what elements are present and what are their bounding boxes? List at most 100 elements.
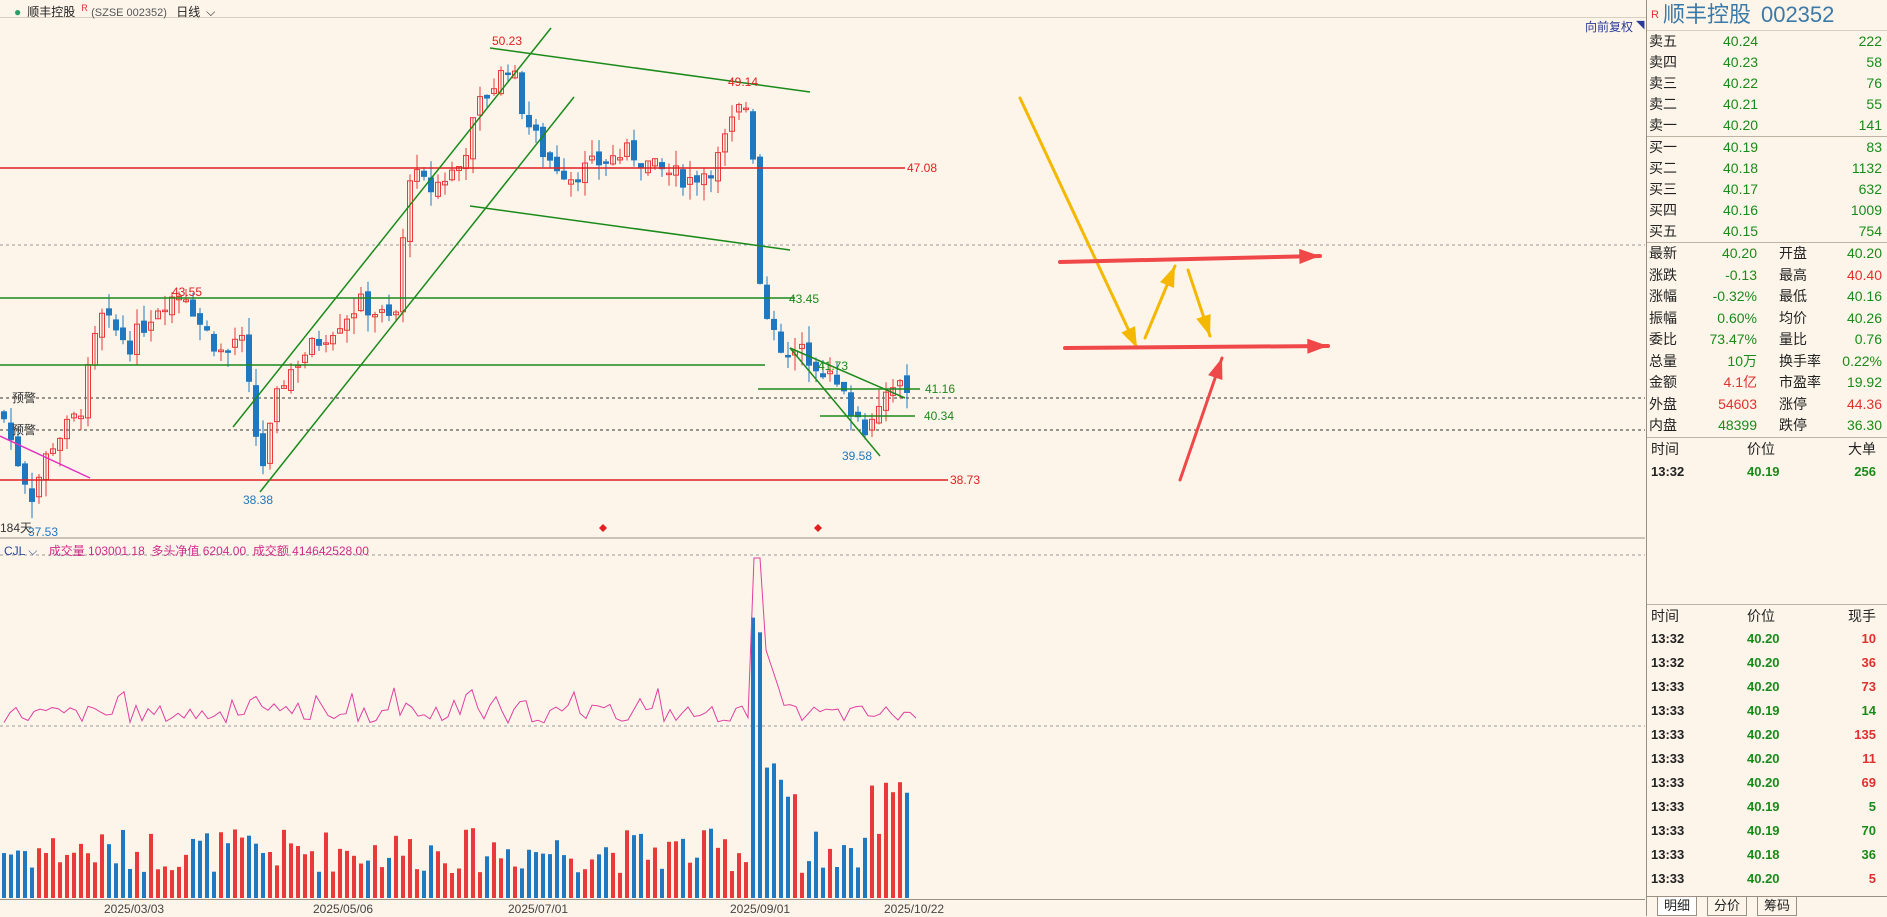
volume-bar (905, 792, 909, 898)
tick-row[interactable]: 13:33 40.20 69 (1647, 771, 1887, 795)
volume-bar (520, 868, 524, 898)
price-label: 49.14 (728, 75, 758, 89)
candle-body (729, 116, 735, 132)
book-row[interactable]: 买五 40.15 754 (1647, 221, 1887, 242)
stat-label: 涨跌 (1649, 266, 1677, 283)
volume-bar (786, 796, 790, 898)
stat-value: 0.60% (1717, 309, 1757, 326)
restore-mode-button[interactable]: 向前复权 (1585, 20, 1634, 34)
candle-body (589, 155, 595, 161)
candle-body (876, 405, 882, 424)
volume-bar (51, 838, 55, 898)
stat-row: 振幅 0.60% 均价 40.26 (1647, 308, 1887, 330)
price-label: 184天 (0, 521, 32, 535)
candle-body (722, 133, 728, 153)
price-label: 40.34 (924, 409, 954, 423)
book-row[interactable]: 卖一 40.20 141 (1647, 115, 1887, 136)
tab-detail[interactable]: 明细 (1657, 897, 1698, 916)
book-row[interactable]: 卖三 40.22 76 (1647, 73, 1887, 94)
tick-row[interactable]: 13:33 40.20 73 (1647, 675, 1887, 699)
volume-bar (569, 858, 573, 898)
volume-bar (296, 846, 300, 898)
kline-svg[interactable]: 50.23 49.14 47.08 43.55 43.45 41.73 41.16 40.34… (0, 18, 1645, 898)
cell-price: 40.20 (1747, 726, 1780, 742)
tick-row[interactable]: 13:33 40.20 5 (1647, 867, 1887, 891)
candle-body (442, 180, 448, 186)
volume-bar (219, 832, 223, 898)
candle-body (169, 296, 175, 316)
arrow-head-icon (1160, 266, 1175, 288)
tick-row[interactable]: 13:33 40.20 135 (1647, 723, 1887, 747)
volume-bar (135, 851, 139, 898)
candle-body (435, 181, 441, 197)
indicator-selector[interactable]: CJL ⌵ (4, 544, 38, 558)
tick-row[interactable]: 13:32 40.20 36 (1647, 651, 1887, 675)
candle-body (617, 157, 623, 161)
cell-time: 13:33 (1651, 822, 1685, 838)
volume-bar (170, 870, 174, 898)
stat-value: 73.47% (1709, 331, 1757, 347)
volume-bar (324, 832, 328, 898)
stat-row: 外盘 54603 涨停 44.36 (1647, 394, 1887, 416)
volume-bar (268, 851, 272, 898)
big-order-row[interactable]: 13:32 40.19 256 (1647, 460, 1887, 484)
book-row[interactable]: 买四 40.16 1009 (1647, 200, 1887, 221)
candle-body (708, 175, 714, 179)
cell-time: 13:33 (1651, 870, 1685, 886)
book-row[interactable]: 买三 40.17 632 (1647, 179, 1887, 200)
candle-body (540, 126, 546, 158)
candle-body (834, 374, 840, 385)
cell-price: 40.20 (1747, 678, 1780, 694)
candle-body (50, 448, 56, 454)
candle-body (106, 308, 112, 316)
cell-time: 13:32 (1651, 654, 1685, 670)
candle-body (547, 152, 553, 161)
tab-price-dist[interactable]: 分价 (1707, 897, 1748, 916)
book-row[interactable]: 买二 40.18 1132 (1647, 158, 1887, 179)
book-row[interactable]: 卖四 40.23 58 (1647, 52, 1887, 73)
volume-bar (779, 779, 783, 898)
volume-header: CJL ⌵ 成交量 103001.18 多头净值 6204.00 成交额 414… (4, 542, 369, 559)
tick-row[interactable]: 13:33 40.20 11 (1647, 747, 1887, 771)
volume-bar (807, 861, 811, 898)
candle-body (204, 326, 210, 331)
cell-vol: 5 (1868, 798, 1876, 814)
trend-line (489, 47, 811, 93)
tick-row[interactable]: 13:33 40.18 36 (1647, 843, 1887, 867)
book-label: 卖五 (1649, 33, 1677, 49)
candle-body (869, 418, 875, 431)
book-row[interactable]: 买一 40.19 83 (1647, 137, 1887, 158)
annotation-arrow (1178, 356, 1224, 482)
candle-body (596, 151, 602, 166)
tick-row[interactable]: 13:32 40.20 10 (1647, 627, 1887, 651)
cell-time: 13:33 (1651, 798, 1685, 814)
cell-vol: 36 (1861, 846, 1876, 862)
trend-line (789, 347, 881, 457)
col-time: 时间 (1651, 607, 1679, 624)
tick-row[interactable]: 13:33 40.19 14 (1647, 699, 1887, 723)
volume-bar (716, 847, 720, 898)
book-row[interactable]: 卖二 40.21 55 (1647, 94, 1887, 115)
volume-bar (856, 867, 860, 898)
volume-bar (212, 871, 216, 898)
candle-body (610, 155, 616, 165)
stat-label: 金额 (1649, 374, 1677, 390)
tick-list[interactable]: 13:32 40.20 10 13:32 40.20 36 13:33 40.20 73 13:3… (1647, 627, 1887, 891)
period-selector[interactable]: 日线 ⌵ (176, 5, 221, 19)
cell-vol: 11 (1862, 750, 1876, 766)
volume-bar (723, 839, 727, 898)
tick-row[interactable]: 13:33 40.19 5 (1647, 795, 1887, 819)
candle-body (813, 361, 819, 372)
volume-bar (632, 835, 636, 898)
tick-row[interactable]: 13:33 40.19 70 (1647, 819, 1887, 843)
price-chart-area[interactable]: 50.23 49.14 47.08 43.55 43.45 41.73 41.16 40.34… (0, 18, 1645, 898)
annotation-arrow (1063, 344, 1330, 350)
book-volume: 222 (1858, 33, 1882, 49)
book-label: 卖四 (1649, 54, 1677, 70)
book-volume: 632 (1858, 181, 1882, 197)
volume-bar (471, 828, 475, 898)
volume-bar (275, 865, 279, 898)
tab-chips[interactable]: 筹码 (1757, 897, 1798, 916)
volume-bar (709, 828, 713, 898)
book-row[interactable]: 卖五 40.24 222 (1647, 31, 1887, 52)
